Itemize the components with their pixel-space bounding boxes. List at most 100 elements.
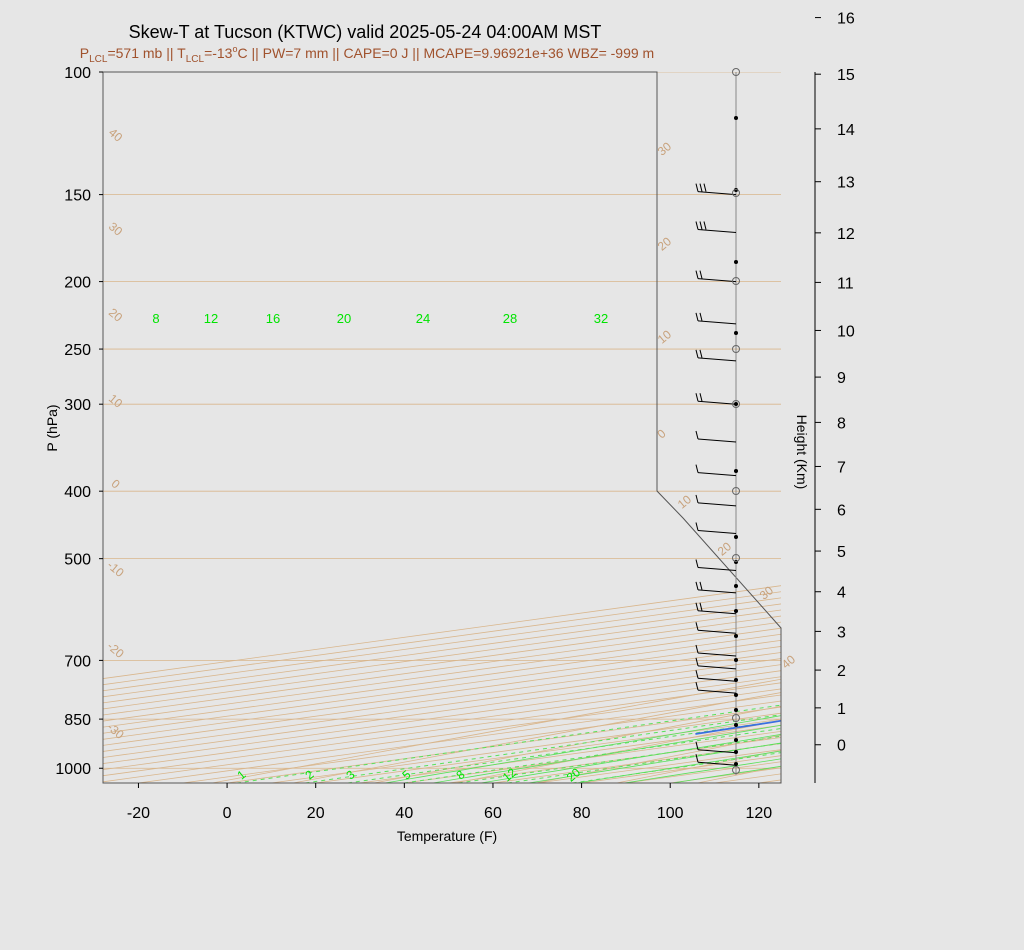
moist-adiabat-line: [576, 750, 781, 783]
pressure-axis: 100 150 200 250 300 400 500 700 850 1000: [55, 65, 103, 778]
isotherm-label: 10: [106, 391, 125, 411]
wind-barb-flag: [699, 183, 703, 192]
isotherm-line: [103, 597, 781, 692]
wind-barb-flag: [695, 183, 699, 192]
isotherm-line: [714, 773, 781, 783]
wind-level-dot: [734, 402, 738, 406]
isotherm-line: [315, 718, 781, 783]
wind-level-ring: [732, 766, 740, 774]
height-tick-label: 11: [837, 275, 854, 292]
dry-adiabat-line: [212, 678, 781, 783]
wind-barb-staff: [697, 567, 737, 572]
isotherm-lines: [103, 585, 781, 783]
isotherm-line: [103, 670, 781, 764]
x-axis-title: Temperature (F): [397, 828, 497, 844]
wind-barb-staff: [697, 589, 737, 594]
mixing-ratio-line: [458, 735, 781, 783]
isotherm-label: 20: [106, 305, 125, 325]
isotherm-line: [625, 761, 781, 783]
wind-barb-staff: [697, 472, 737, 477]
height-tick-label: 5: [837, 544, 846, 561]
wind-barb-flag: [703, 183, 707, 192]
wind-barb-staff: [697, 689, 737, 694]
x-tick-label: 40: [395, 805, 413, 822]
dry-adiabat-line: [859, 72, 1024, 783]
wind-level-dot: [734, 678, 738, 682]
height-tick-label: 4: [837, 585, 846, 602]
wind-barb-flag: [695, 581, 699, 591]
wind-barb-staff: [697, 629, 737, 634]
theta-e-label: 28: [503, 311, 517, 326]
wind-barb-staff: [697, 228, 737, 233]
theta-e-labels: 8 12 16 20 24 28 32: [152, 311, 608, 326]
isotherm-line: [138, 694, 781, 783]
p-lcl-label: P: [80, 45, 89, 61]
height-tick-label: 13: [837, 175, 855, 192]
wind-barb-staff: [697, 191, 737, 196]
t-lcl-label: T: [177, 45, 186, 61]
wind-level-ring: [732, 277, 740, 285]
dry-adiabat-label: 20: [655, 234, 674, 254]
isotherm-line: [103, 646, 781, 740]
dry-adiabat-lines: [212, 72, 1024, 783]
height-tick-label: 0: [837, 738, 846, 755]
wind-barb-flag: [695, 602, 699, 611]
wind-barb-flag: [695, 559, 699, 568]
theta-e-label: 20: [337, 311, 351, 326]
wind-barb-flag: [695, 657, 699, 667]
y-tick-label: 250: [64, 342, 91, 359]
plot-area: [103, 72, 1024, 783]
chart-title: Skew-T at Tucson (KTWC) valid 2025-05-24…: [129, 22, 602, 42]
x-tick-label: 80: [573, 805, 591, 822]
t-lcl-sub: LCL: [186, 54, 205, 65]
height-tick-label: 12: [837, 226, 855, 243]
wind-barb-staff: [697, 610, 737, 615]
wind-barb-staff: [697, 320, 737, 325]
x-tick-label: 60: [484, 805, 502, 822]
height-tick-label: 6: [837, 502, 846, 519]
x-tick-label: -20: [127, 805, 150, 822]
wind-barb-flag: [695, 221, 699, 230]
wind-barb-staff: [697, 278, 737, 283]
p-lcl-sub: LCL: [89, 54, 108, 65]
wind-barb-staff: [697, 502, 737, 507]
y-tick-label: 500: [64, 552, 91, 569]
isotherm-label: -20: [104, 639, 127, 661]
dry-adiabat-label: 40: [779, 652, 798, 672]
y-tick-label: 400: [64, 484, 91, 501]
y-tick-label: 100: [64, 65, 91, 82]
isotherm-line: [492, 743, 781, 783]
wind-barb-staff: [697, 652, 737, 657]
moist-adiabat-line: [384, 715, 781, 783]
isotherm-line: [103, 676, 781, 771]
wind-level-ring: [732, 345, 740, 353]
moist-adiabat-line: [624, 758, 781, 783]
x-tick-label: 120: [745, 805, 772, 822]
isobar-lines: [103, 72, 781, 769]
wind-barb-flag: [699, 602, 703, 611]
wind-level-dot: [734, 634, 738, 638]
isotherm-line: [103, 585, 781, 679]
dry-adiabat-label: 10: [675, 492, 694, 512]
wind-barb-flag: [695, 741, 699, 750]
p-lcl-value: =571 mb ||: [107, 45, 177, 61]
temperature-profile: [892, 72, 1024, 738]
theta-e-label: 12: [204, 311, 218, 326]
wind-level-ring: [732, 487, 740, 495]
wind-level-dot: [734, 658, 738, 662]
wind-barb-flag: [695, 670, 699, 679]
wind-barb-flag: [695, 622, 699, 631]
wind-barb-staff: [697, 677, 737, 682]
height-tick-label: 14: [837, 122, 855, 139]
x-tick-label: 100: [657, 805, 684, 822]
isotherm-line: [103, 603, 781, 698]
isotherm-line: [103, 609, 781, 704]
isotherm-line: [103, 591, 781, 686]
wind-level-dot: [734, 708, 738, 712]
dry-adiabat-line: [940, 72, 1024, 783]
wind-barb-flag: [695, 494, 699, 504]
dry-adiabat-label: 20: [715, 539, 734, 559]
moist-adiabat-line: [432, 724, 781, 783]
